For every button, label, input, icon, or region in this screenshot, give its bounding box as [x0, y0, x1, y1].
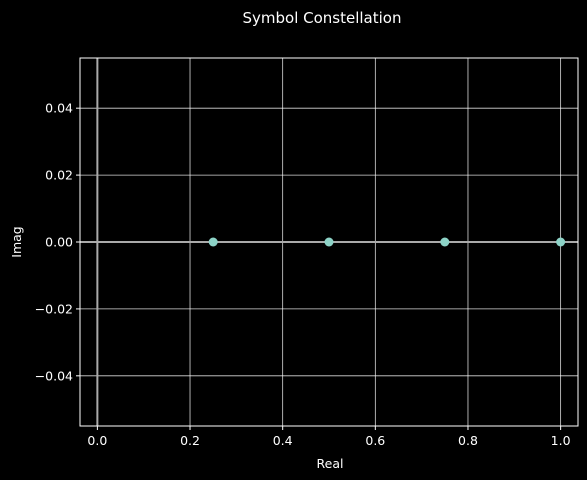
y-tick-label: −0.02	[35, 301, 73, 316]
y-axis-ticks: −0.04 −0.02 0.00 0.02 0.04	[35, 101, 80, 383]
constellation-point	[324, 237, 334, 247]
y-tick-label: 0.02	[45, 168, 73, 183]
x-axis-ticks: 0.0 0.2 0.4 0.6 0.8 1.0	[87, 426, 571, 448]
constellation-point	[208, 237, 218, 247]
y-tick-label: −0.04	[35, 368, 73, 383]
constellation-point	[556, 237, 566, 247]
x-axis-label: Real	[317, 456, 344, 471]
x-tick-label: 0.4	[273, 433, 293, 448]
y-tick-label: 0.04	[45, 101, 73, 116]
constellation-point	[440, 237, 450, 247]
x-tick-label: 1.0	[551, 433, 571, 448]
chart-title: Symbol Constellation	[243, 9, 402, 27]
x-tick-label: 0.0	[87, 433, 107, 448]
x-tick-label: 0.6	[365, 433, 385, 448]
constellation-points	[208, 237, 566, 247]
y-tick-label: 0.00	[45, 235, 73, 250]
x-tick-label: 0.2	[180, 433, 200, 448]
x-tick-label: 0.8	[458, 433, 478, 448]
y-axis-label: Imag	[9, 226, 24, 257]
